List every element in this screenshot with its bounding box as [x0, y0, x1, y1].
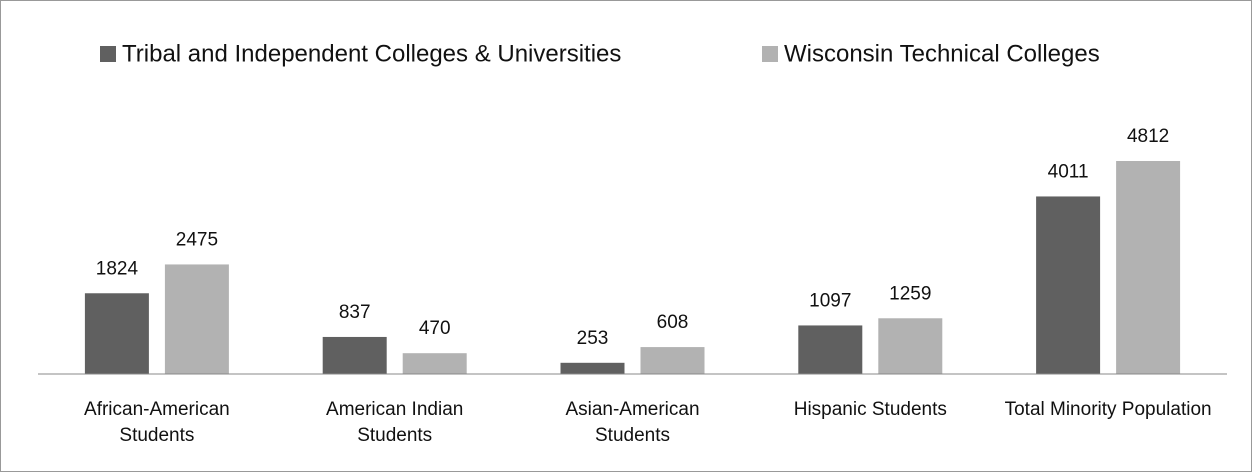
data-label: 608	[657, 312, 689, 333]
x-tick-label: Total Minority Population	[1004, 399, 1212, 420]
legend-label: Wisconsin Technical Colleges	[784, 40, 1100, 67]
bar	[1116, 161, 1181, 374]
legend-label: Tribal and Independent Colleges & Univer…	[122, 40, 621, 67]
bar	[164, 264, 229, 374]
bar	[322, 336, 387, 374]
bar	[878, 318, 943, 374]
data-label: 4812	[1127, 126, 1169, 147]
bar	[402, 353, 467, 374]
bar	[1036, 196, 1101, 374]
x-tick-label: Hispanic Students	[793, 399, 947, 420]
bar	[640, 347, 705, 374]
data-label: 1259	[889, 283, 931, 304]
bar	[560, 362, 625, 374]
legend-swatch	[762, 46, 778, 62]
data-label: 253	[577, 328, 609, 349]
data-label: 1824	[96, 258, 139, 279]
x-tick-label: American Indian Students	[326, 399, 464, 446]
data-label: 470	[419, 318, 451, 339]
data-label: 837	[339, 302, 371, 323]
bar	[798, 325, 863, 374]
data-label: 4011	[1048, 161, 1089, 182]
bar	[84, 293, 149, 374]
x-tick-label: African-American Students	[84, 399, 230, 446]
data-label: 1097	[809, 290, 851, 311]
x-tick-label: Asian-American Students	[565, 399, 700, 446]
data-label: 2475	[176, 229, 218, 250]
legend-swatch	[100, 46, 116, 62]
